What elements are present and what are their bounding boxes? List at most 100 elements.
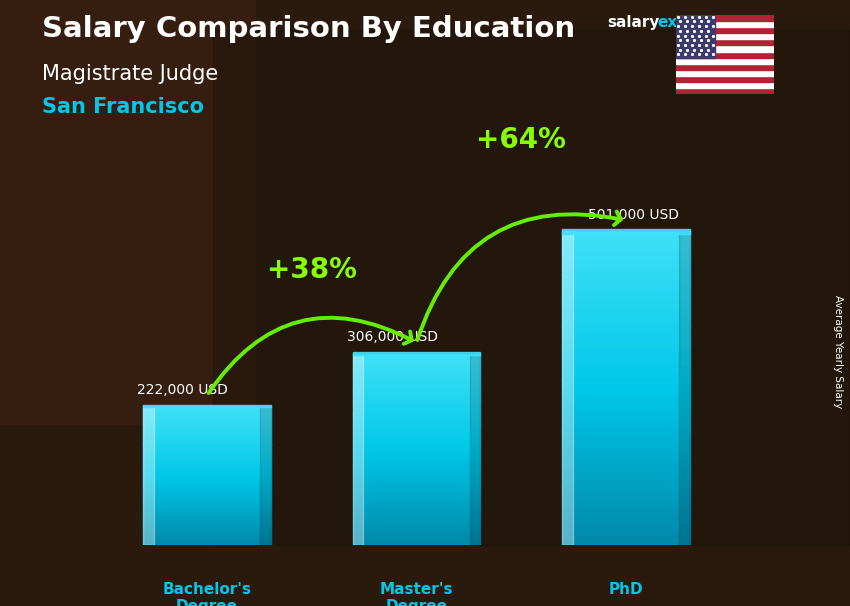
Bar — [144, 469, 270, 471]
Bar — [353, 512, 480, 514]
Bar — [144, 479, 270, 481]
Bar — [144, 451, 270, 453]
Bar — [144, 430, 270, 432]
Bar — [676, 88, 774, 94]
Text: Master's
Degree: Master's Degree — [380, 582, 453, 606]
Bar — [563, 376, 689, 381]
Bar — [144, 544, 270, 545]
Bar — [144, 540, 270, 542]
Bar — [353, 428, 480, 430]
Bar — [563, 538, 689, 542]
Bar — [563, 428, 689, 431]
Bar — [353, 528, 480, 531]
Bar — [353, 519, 480, 521]
Bar — [563, 267, 689, 271]
Bar — [563, 365, 689, 368]
Bar — [353, 500, 480, 502]
Bar — [563, 345, 689, 349]
Bar — [144, 444, 270, 446]
Bar — [563, 368, 689, 373]
Bar — [144, 530, 270, 531]
Bar — [676, 45, 774, 52]
Text: 222,000 USD: 222,000 USD — [137, 383, 228, 397]
Text: Magistrate Judge: Magistrate Judge — [42, 64, 218, 84]
Bar — [144, 518, 270, 519]
Bar — [563, 349, 689, 353]
Bar — [353, 445, 480, 447]
Bar — [144, 434, 270, 436]
Bar — [676, 27, 774, 33]
Bar — [353, 459, 480, 462]
Bar — [353, 510, 480, 512]
Bar — [563, 518, 689, 522]
Bar — [144, 448, 270, 450]
Bar — [563, 255, 689, 259]
Bar — [144, 425, 270, 427]
Bar — [353, 524, 480, 526]
Bar — [353, 541, 480, 543]
Bar — [353, 476, 480, 478]
Bar — [144, 498, 270, 500]
Bar — [563, 451, 689, 455]
Bar — [144, 521, 270, 523]
Bar — [353, 365, 480, 368]
Bar — [470, 353, 480, 545]
Bar — [563, 286, 689, 290]
Bar — [353, 466, 480, 468]
Bar — [353, 502, 480, 505]
Bar — [353, 392, 480, 395]
Bar — [144, 519, 270, 521]
Bar — [144, 538, 270, 540]
Bar — [144, 441, 270, 443]
Bar — [144, 453, 270, 455]
Bar — [353, 438, 480, 440]
Bar — [563, 318, 689, 322]
Bar — [353, 382, 480, 385]
Bar — [353, 413, 480, 416]
Bar — [353, 447, 480, 450]
Bar — [563, 463, 689, 467]
Bar — [676, 58, 774, 64]
Bar — [144, 537, 270, 539]
Bar — [563, 467, 689, 471]
Bar — [353, 387, 480, 390]
Bar — [563, 278, 689, 282]
Bar — [563, 282, 689, 286]
Bar — [144, 443, 270, 445]
Bar — [353, 418, 480, 421]
Bar — [144, 478, 270, 479]
Bar — [353, 402, 480, 404]
Bar — [563, 231, 573, 545]
Bar — [563, 498, 689, 502]
Bar — [144, 413, 270, 415]
Bar — [563, 479, 689, 482]
Bar — [353, 526, 480, 528]
Bar — [144, 436, 270, 438]
Bar — [353, 442, 480, 445]
Bar — [144, 438, 270, 439]
Bar — [144, 455, 270, 457]
Bar — [563, 522, 689, 526]
Bar — [353, 531, 480, 533]
Bar — [563, 388, 689, 392]
Bar — [353, 440, 480, 442]
Bar — [353, 406, 480, 408]
Bar — [563, 416, 689, 420]
Bar — [144, 474, 270, 476]
Bar — [353, 473, 480, 476]
Bar — [563, 514, 689, 518]
Bar — [144, 406, 270, 408]
Bar — [144, 481, 270, 483]
Bar — [144, 526, 270, 528]
Text: +64%: +64% — [476, 127, 566, 155]
Bar — [144, 446, 270, 448]
Bar — [563, 306, 689, 310]
Bar — [144, 524, 270, 526]
Bar — [676, 15, 715, 58]
Bar — [144, 415, 270, 417]
Bar — [353, 521, 480, 524]
Bar — [144, 528, 270, 530]
Bar — [563, 229, 689, 234]
Bar — [144, 511, 270, 512]
Bar — [144, 472, 270, 474]
